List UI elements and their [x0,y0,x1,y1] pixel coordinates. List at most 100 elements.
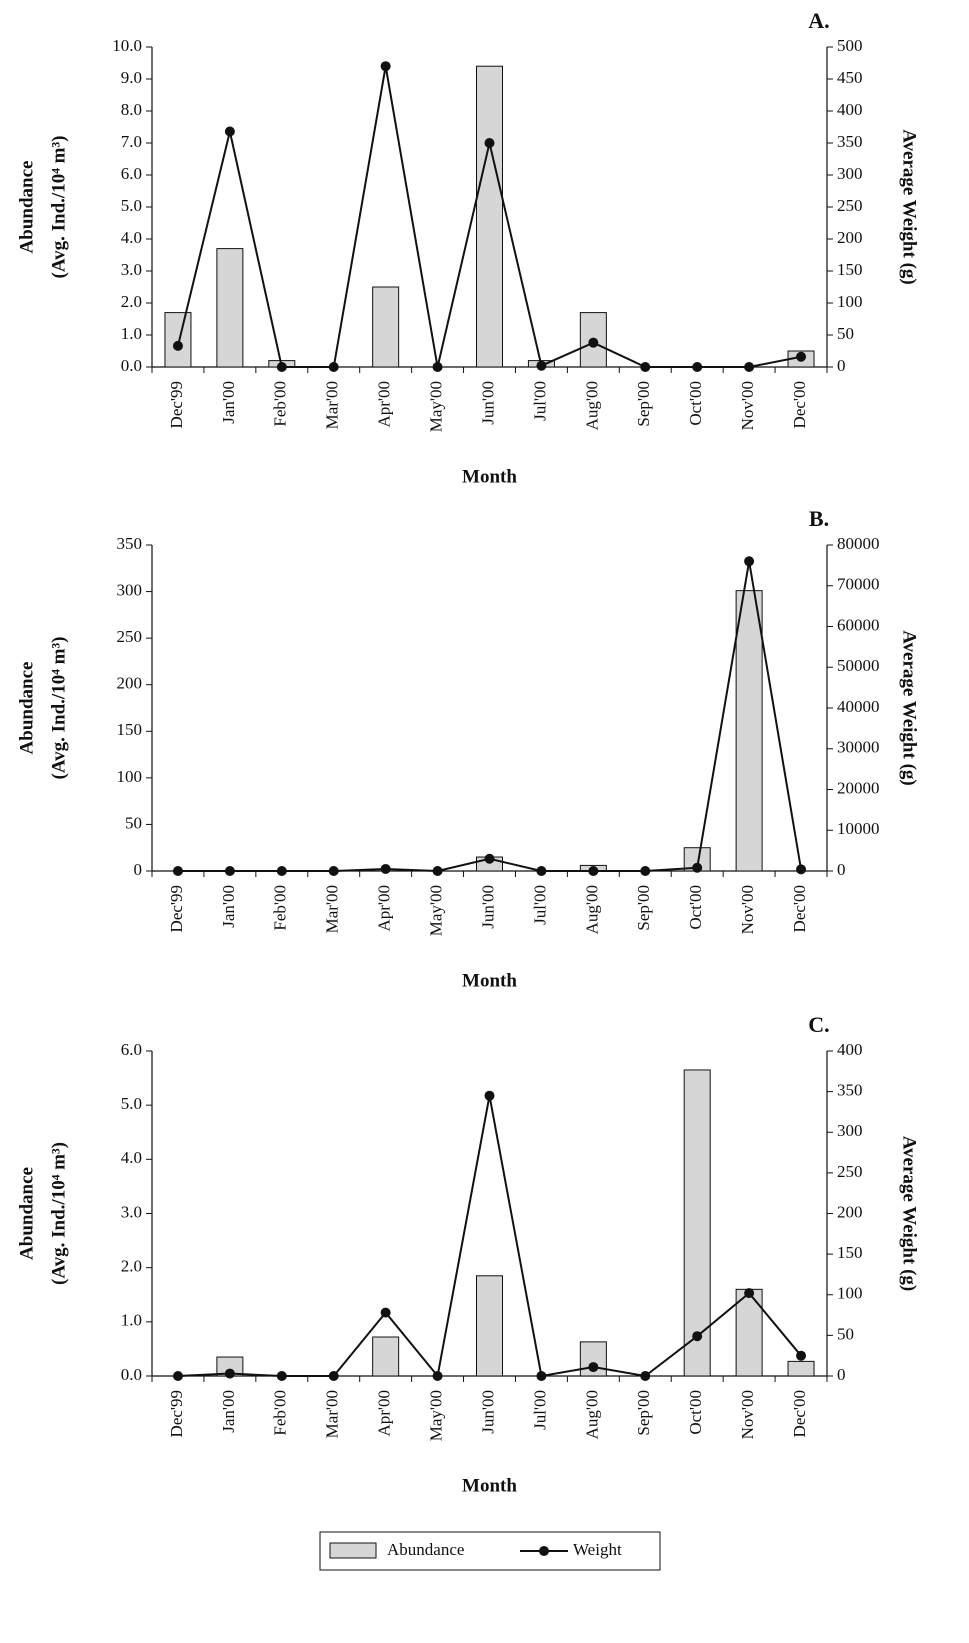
bar [372,1336,400,1377]
bar [164,312,192,368]
y-axis-title: (Avg. Ind./10⁴ m³) [48,1142,69,1285]
x-tick-label: Apr'00 [375,381,394,428]
y2-tick-label: 450 [837,68,863,87]
y-tick-label: 0 [134,860,143,879]
y-tick-label: 100 [117,767,143,786]
weight-point [276,866,287,876]
weight-point [640,1371,651,1381]
bar [735,1288,763,1377]
legend-label: Weight [573,1540,622,1559]
x-tick-label: Apr'00 [375,1390,394,1437]
x-tick-label: May'00 [426,885,445,936]
y2-tick-label: 350 [837,132,863,151]
y2-tick-label: 300 [837,164,863,183]
y-tick-label: 8.0 [121,100,142,119]
weight-point [640,362,651,372]
weight-point [484,1090,495,1101]
y-tick-label: 3.0 [121,1202,142,1221]
legend-box [319,1531,661,1571]
y-tick-label: 9.0 [121,68,142,87]
y2-tick-label: 20000 [837,778,880,797]
x-tick-label: Apr'00 [375,885,394,932]
y2-tick-label: 70000 [837,575,880,594]
y-tick-label: 2.0 [121,1257,142,1276]
bar [787,1360,815,1377]
y2-tick-label: 250 [837,1162,863,1181]
y-tick-label: 6.0 [121,1040,142,1059]
y2-tick-label: 200 [837,228,863,247]
x-tick-label: Jan'00 [219,885,238,928]
panel-label: A. [808,8,829,33]
y-tick-label: 0.0 [121,356,142,375]
weight-point [432,362,443,372]
y2-tick-label: 400 [837,1040,863,1059]
y2-tick-label: 300 [837,1121,863,1140]
y-tick-label: 250 [117,627,143,646]
x-tick-label: Feb'00 [271,1390,290,1436]
y-tick-label: 3.0 [121,260,142,279]
y2-tick-label: 80000 [837,534,880,553]
y-tick-label: 200 [117,674,143,693]
weight-point [692,862,703,873]
y2-tick-label: 200 [837,1202,863,1221]
bar [735,590,763,872]
x-tick-label: Nov'00 [738,1390,757,1439]
weight-point [380,1307,391,1318]
y-tick-label: 1.0 [121,324,142,343]
x-tick-label: Dec'99 [167,885,186,932]
y2-axis-title: Average Weight (g) [899,630,920,785]
weight-point [328,866,339,876]
y-axis-title: Abundance [16,662,37,755]
y-axis-title: Abundance [16,161,37,254]
x-axis-title: Month [462,466,517,487]
y-tick-label: 0.0 [121,1365,142,1384]
weight-point [276,362,287,372]
weight-point [588,866,599,876]
weight-point [640,866,651,876]
bar [216,248,244,368]
y2-tick-label: 100 [837,292,863,311]
weight-point [224,866,235,876]
y-tick-label: 300 [117,580,143,599]
y2-tick-label: 250 [837,196,863,215]
y2-axis-title: Average Weight (g) [899,1136,920,1291]
y2-axis-title: Average Weight (g) [899,129,920,284]
y2-tick-label: 40000 [837,697,880,716]
y-tick-label: 7.0 [121,132,142,151]
weight-point [484,853,495,864]
weight-point [536,1371,547,1381]
x-tick-label: Aug'00 [582,381,601,430]
y2-tick-label: 500 [837,36,863,55]
y2-tick-label: 0 [837,356,846,375]
panel-label: C. [808,1012,829,1037]
x-tick-label: Nov'00 [738,381,757,430]
weight-point [432,1371,443,1381]
weight-point [432,866,443,876]
y-tick-label: 4.0 [121,1148,142,1167]
y-tick-label: 6.0 [121,164,142,183]
weight-point [328,362,339,372]
weight-point [536,360,547,371]
x-tick-label: Jul'00 [530,1390,549,1430]
weight-point [692,1331,703,1342]
x-tick-label: Mar'00 [323,381,342,429]
x-tick-label: Jul'00 [530,381,549,421]
y-axis-title: Abundance [16,1167,37,1260]
y2-tick-label: 350 [837,1081,863,1100]
x-tick-label: Nov'00 [738,885,757,934]
x-tick-label: May'00 [426,381,445,432]
x-tick-label: Dec'00 [790,885,809,932]
x-tick-label: Dec'99 [167,1390,186,1437]
x-tick-label: Jan'00 [219,1390,238,1433]
y2-tick-label: 0 [837,860,846,879]
x-tick-label: Mar'00 [323,885,342,933]
legend-label: Abundance [387,1540,464,1559]
weight-point [172,340,183,351]
x-tick-label: Dec'00 [790,1390,809,1437]
weight-point [172,866,183,876]
weight-point [796,1350,807,1361]
x-tick-label: Dec'99 [167,381,186,428]
panel-label: B. [809,506,829,531]
weight-point [380,61,391,72]
